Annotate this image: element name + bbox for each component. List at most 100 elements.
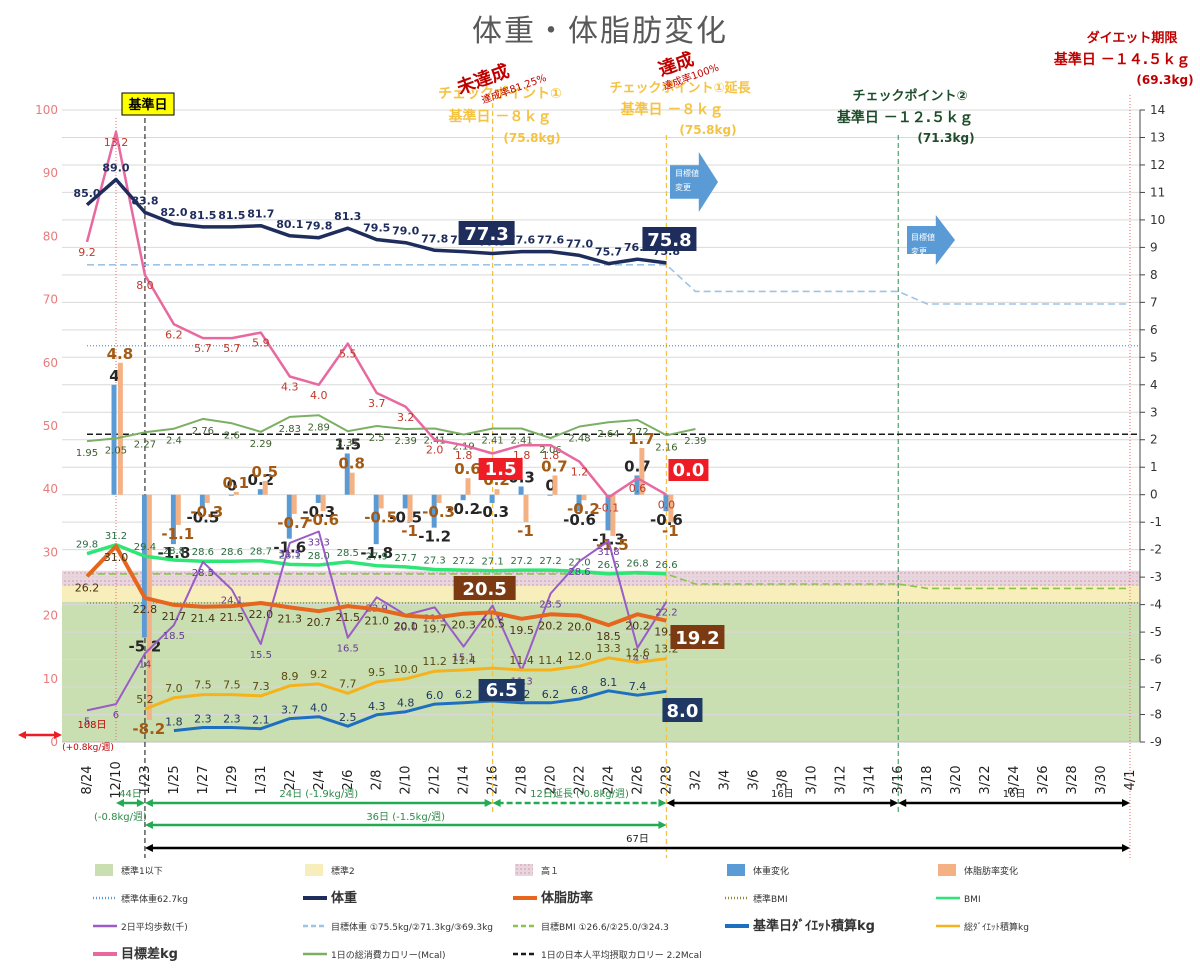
legend-item-4-label: 体脂肪率変化 [964,865,1018,877]
cp2-target: 基準日 －１２.５ｋｇ [837,109,973,127]
x-tick-label: 3/18 [920,765,935,794]
base-diet-label: 6.2 [542,688,560,701]
legend-item-4-swatch [938,864,956,876]
target-diff-label: 4.0 [310,389,328,402]
calories-label: 2.41 [424,435,446,446]
weight-change-bar [489,494,495,503]
bmi-label: 26.6 [655,560,677,571]
band-0 [62,601,1140,742]
span-67-head-left [144,844,153,852]
span-36-head-left [144,821,153,829]
weight-label: 89.0 [102,162,129,175]
body-fat-label: 19.5 [509,624,534,637]
right-tick-label: -1 [1150,515,1162,529]
weight-change-label: -0.5 [186,508,219,526]
steps-label: 28.5 [192,568,214,579]
x-tick-label: 3/26 [1036,765,1051,794]
left-tick-label: 10 [43,672,58,686]
span-24-head-right [484,799,493,807]
calories-label: 2.06 [539,445,561,456]
bmi-label: 28.1 [279,550,301,561]
base-diet-label: 7.4 [629,680,647,693]
body-fat-label: 20.2 [625,619,650,632]
left-tick-label: 40 [43,482,58,496]
target-diff-label: 9.2 [78,246,96,259]
weight-change-label: -0.6 [650,511,683,529]
legend-item-9-label: BMI [964,895,981,905]
goal-change-arrow-1 [670,152,718,212]
span-44-label: 44日 [119,789,142,800]
x-tick-label: 3/6 [746,770,761,791]
fat-change-bar [204,494,210,503]
steps-label: 15.5 [250,650,272,661]
fat-change-label: 0.1 [222,474,249,492]
right-tick-label: 7 [1150,295,1158,309]
left-tick-label: 0 [50,735,58,749]
legend-item-14-label: 総ﾀﾞｲｴｯﾄ積算kg [964,921,1029,933]
cp1e-weight: (75.8kg) [679,123,736,137]
calories-label: 2.6 [224,430,240,441]
left-tick-label: 20 [43,609,58,623]
fat-change-bar [407,494,413,523]
weight-change-bar [170,494,176,545]
fat-change-label: -1 [662,522,679,540]
callout-fat-now-box [670,625,725,649]
right-tick-label: -6 [1150,653,1162,667]
left-tick-label: 100 [35,103,58,117]
target-diff-label: 2.0 [426,444,444,457]
fat-change-label: -1.1 [161,525,194,543]
x-tick-label: 12/10 [109,761,124,798]
fat-change-label: -0.3 [190,503,223,521]
x-tick-label: 2/10 [399,765,414,794]
cp1e-target: 基準日 －８ｋｇ [621,101,724,119]
bmi-label: 27.2 [510,556,532,567]
weight-change-bar [605,494,611,531]
right-tick-label: 8 [1150,268,1158,282]
legend-item-5-label: 標準体重62.7kg [121,893,188,905]
total-diet-label: 12.0 [567,650,592,663]
legend-item-1-label: 標準2 [331,865,355,877]
weight-change-bar [286,494,292,539]
calories-label: 2.27 [134,439,156,450]
legend-item-2-swatch [515,864,533,876]
x-tick-label: 3/30 [1094,765,1109,794]
body-fat-label: 21.5 [336,611,361,624]
span-16b-label: 16日 [1003,789,1026,800]
weight-change-label: -0.5 [389,508,422,526]
fat-change-label: -1 [401,522,418,540]
steps-label: 22.2 [655,608,677,619]
target-diff-label: 1.8 [455,449,473,462]
steps-label: 14.9 [626,654,648,665]
legend-item-11-label: 目標体重 ①75.5kg/②71.3kg/③69.3kg [331,921,493,933]
bmi-label: 29.4 [134,542,156,553]
total-diet-label: 7.5 [194,679,212,692]
base-diet-label: 6.0 [426,689,444,702]
span-108-head-right [54,731,62,739]
total-diet-label: 12.6 [625,646,650,659]
callout-fat-cp-box [453,576,516,600]
body-fat-label: 21.4 [191,612,216,625]
bmi-label: 27.7 [395,553,417,564]
callout-diff-cp: 1.5 [485,459,517,480]
span-108-head-left [18,731,26,739]
calories-label: 2.64 [597,429,619,440]
right-tick-label: -7 [1150,680,1162,694]
callout-diff-cp-box [478,458,523,480]
fat-change-label: 4.8 [107,345,134,363]
calories-label: 2.41 [481,435,503,446]
right-tick-label: 14 [1150,103,1165,117]
base-diet-label: 6.2 [455,688,473,701]
weight-change-bar [111,384,117,495]
bmi-label: 28.6 [192,547,214,558]
x-tick-label: 2/18 [515,765,530,794]
fat-change-bar [262,480,268,495]
span-44-head-left [115,799,124,807]
span-16a-head-right [890,799,899,807]
body-fat-label: 20.2 [538,619,563,632]
weight-label: 83.8 [131,194,158,207]
bmi-label: 27.3 [424,555,446,566]
weight-label: 77.0 [566,237,593,250]
callout-base-cp: 6.5 [486,680,518,701]
fat-change-label: -8.2 [132,720,165,738]
body-fat-label: 20.7 [307,616,332,629]
